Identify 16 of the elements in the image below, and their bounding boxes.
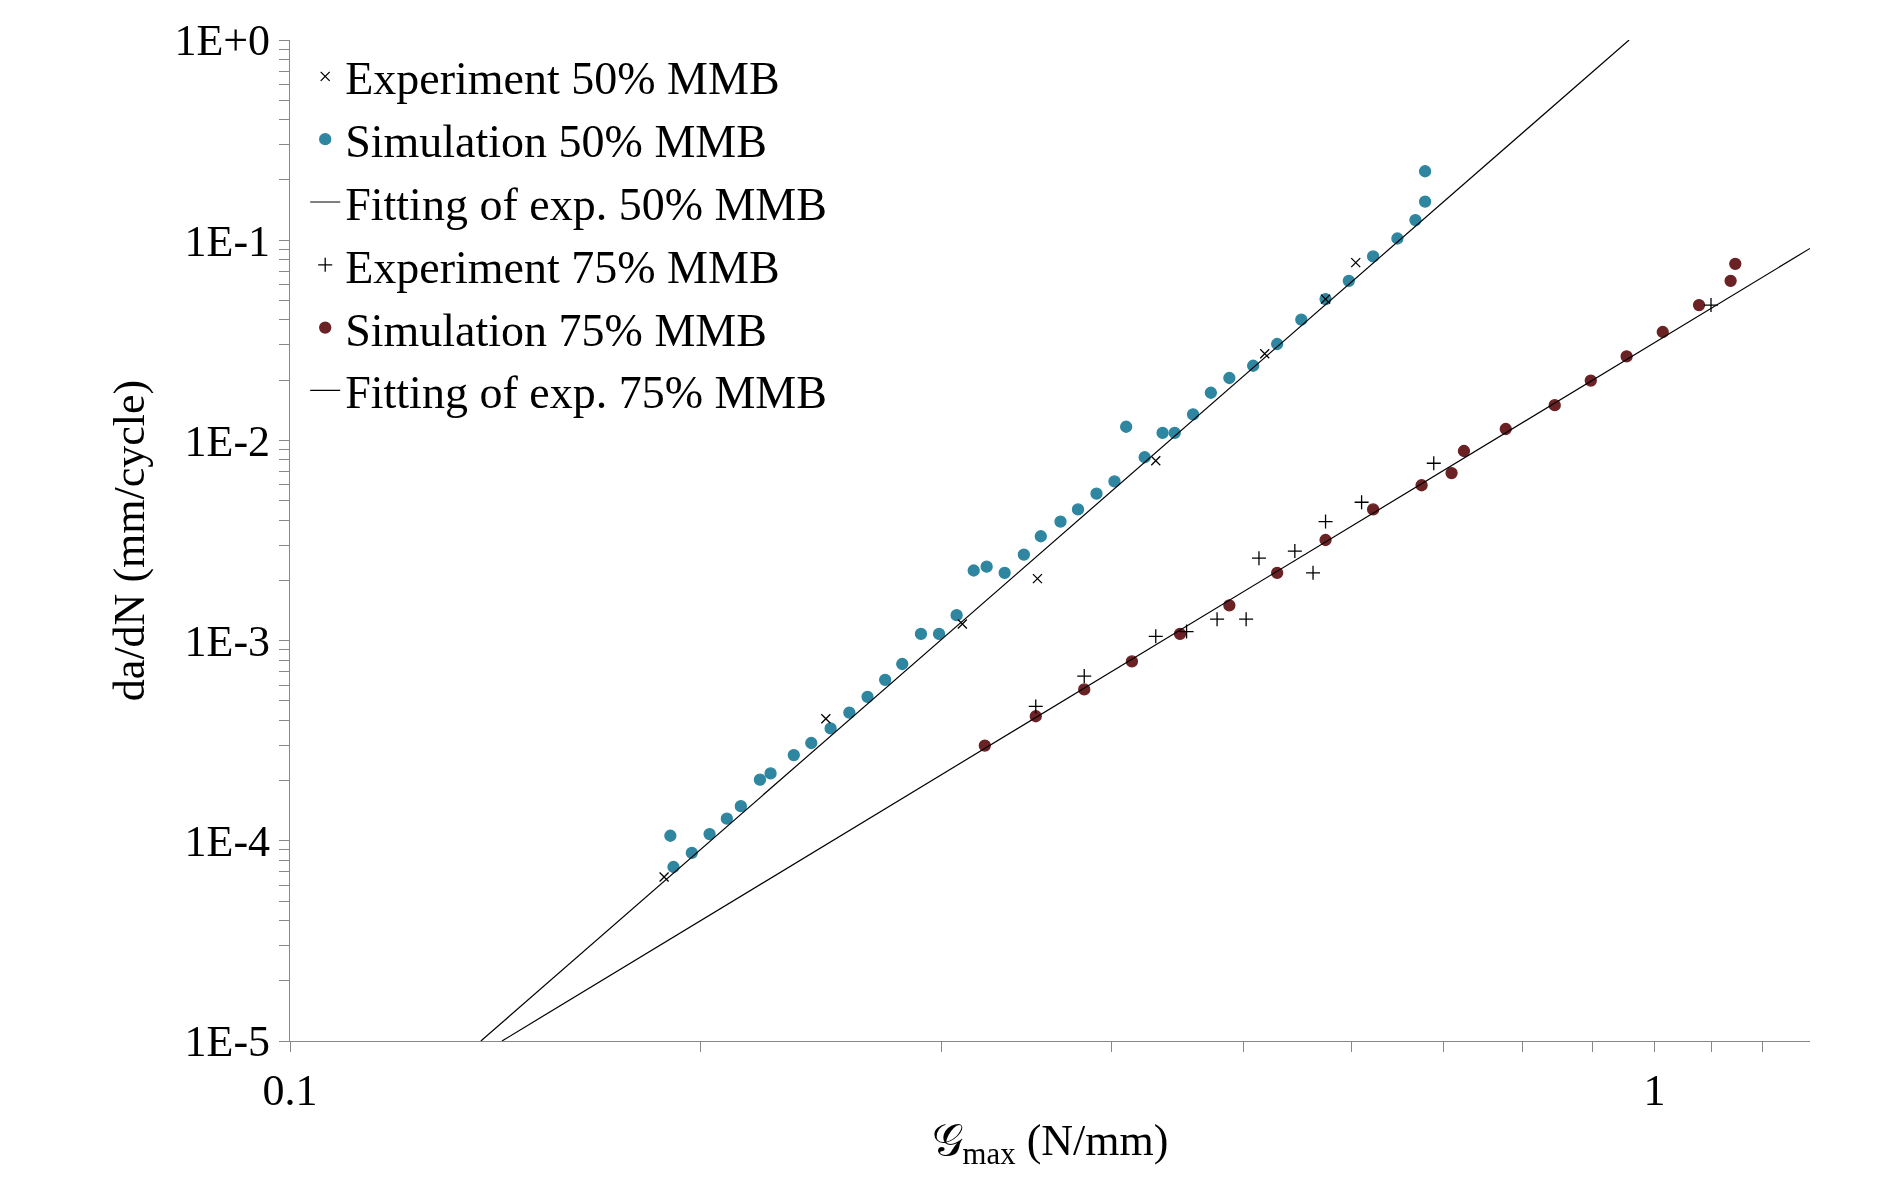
legend-label: Fitting of exp. 75% MMB	[345, 367, 827, 419]
y-tick-label: 1E-5	[184, 1017, 271, 1067]
legend-label: Fitting of exp. 50% MMB	[345, 178, 827, 230]
y-tick-label: 1E-1	[184, 216, 271, 266]
x-tick-label: 1	[1643, 1065, 1666, 1115]
x-axis-title: 𝒢$_{max}$ (N/mm)	[931, 1116, 1169, 1172]
legend-label: Experiment 75% MMB	[345, 241, 780, 293]
x-tick-label: 0.1	[262, 1065, 318, 1115]
y-tick-label: 1E-2	[184, 416, 271, 466]
y-tick-label: 1E+0	[174, 16, 271, 66]
legend-label: Experiment 50% MMB	[345, 53, 780, 105]
y-tick-label: 1E-3	[184, 617, 271, 666]
y-tick-label: 1E-4	[184, 817, 271, 867]
legend-label: Simulation 50% MMB	[345, 116, 767, 168]
y-axis-title: da/dN (mm/cycle)	[105, 379, 155, 702]
legend-label: Simulation 75% MMB	[345, 304, 767, 356]
